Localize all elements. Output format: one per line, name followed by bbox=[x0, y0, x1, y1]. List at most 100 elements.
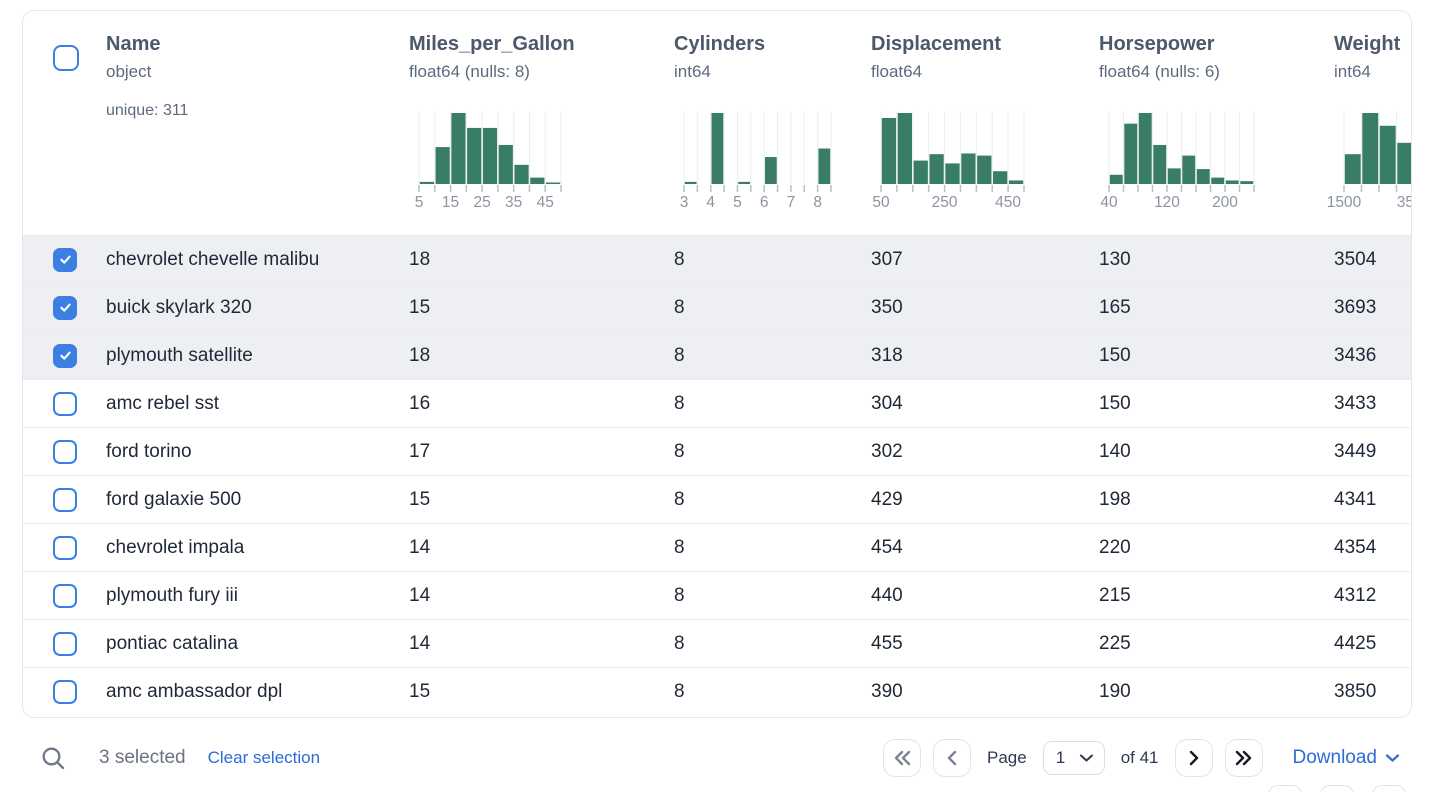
column-title: Horsepower bbox=[1099, 33, 1215, 55]
row-checkbox[interactable] bbox=[53, 535, 77, 560]
cell-weight: 3850 bbox=[1334, 680, 1377, 702]
select-all-cell bbox=[23, 11, 106, 235]
column-header-cylinders: Cylinders int64 3 4 5 6 7 8 bbox=[674, 11, 871, 235]
search-icon[interactable] bbox=[40, 745, 67, 772]
clear-selection-link[interactable]: Clear selection bbox=[207, 748, 321, 767]
cell-name: plymouth satellite bbox=[106, 344, 253, 366]
cell-name: buick skylark 320 bbox=[106, 296, 252, 318]
row-checkbox[interactable] bbox=[53, 295, 77, 320]
footer-left: 3 selected Clear selection bbox=[40, 745, 320, 772]
cell-name: chevrolet impala bbox=[106, 536, 245, 558]
cell-miles_per_gallon: 18 bbox=[409, 344, 431, 366]
cell-cylinders: 8 bbox=[674, 536, 685, 558]
column-header-name: Name object unique: 311 bbox=[106, 11, 409, 235]
cutoff-button[interactable] bbox=[1268, 785, 1302, 792]
row-checkbox[interactable] bbox=[53, 487, 77, 512]
cutoff-button[interactable] bbox=[1372, 785, 1406, 792]
cell-miles_per_gallon: 15 bbox=[409, 488, 431, 510]
download-menu[interactable]: Download bbox=[1293, 747, 1401, 769]
cutoff-button[interactable] bbox=[1320, 785, 1354, 792]
first-page-button[interactable] bbox=[882, 739, 921, 777]
cell-displacement: 454 bbox=[871, 536, 903, 558]
select-all-checkbox[interactable] bbox=[53, 45, 79, 71]
row-checkbox[interactable] bbox=[53, 247, 77, 272]
next-page-button[interactable] bbox=[1174, 739, 1213, 777]
row-checkbox-cell bbox=[23, 391, 106, 416]
cell-displacement: 318 bbox=[871, 344, 903, 366]
row-checkbox[interactable] bbox=[53, 583, 77, 608]
svg-text:4: 4 bbox=[706, 194, 715, 211]
cell-weight: 3433 bbox=[1334, 392, 1377, 414]
row-checkbox-cell bbox=[23, 535, 106, 560]
row-checkbox[interactable] bbox=[53, 391, 77, 416]
cell-horsepower: 190 bbox=[1099, 680, 1131, 702]
svg-text:3500: 3500 bbox=[1397, 194, 1412, 211]
column-unique-count: unique: 311 bbox=[106, 102, 189, 119]
column-title: Weight bbox=[1334, 33, 1401, 55]
column-header-displacement: Displacement float64 50 250 450 bbox=[871, 11, 1099, 235]
cell-name: pontiac catalina bbox=[106, 632, 239, 654]
cell-cylinders: 8 bbox=[674, 392, 685, 414]
pagination: Page 1 of 41 Download bbox=[882, 739, 1401, 777]
column-title: Name bbox=[106, 33, 161, 55]
cell-horsepower: 220 bbox=[1099, 536, 1131, 558]
svg-text:7: 7 bbox=[787, 194, 796, 211]
row-checkbox-cell bbox=[23, 679, 106, 704]
cell-miles_per_gallon: 14 bbox=[409, 536, 431, 558]
svg-text:15: 15 bbox=[442, 194, 459, 211]
prev-page-button[interactable] bbox=[932, 739, 971, 777]
cell-weight: 3449 bbox=[1334, 440, 1377, 462]
cell-cylinders: 8 bbox=[674, 584, 685, 606]
row-checkbox-cell bbox=[23, 343, 106, 368]
cell-cylinders: 8 bbox=[674, 296, 685, 318]
column-header-weight: Weight int64 1500 3500 bbox=[1327, 11, 1412, 235]
page-count-label: of 41 bbox=[1120, 748, 1159, 767]
svg-text:5: 5 bbox=[733, 194, 742, 211]
cell-displacement: 307 bbox=[871, 248, 903, 270]
cell-name: ford torino bbox=[106, 440, 192, 462]
cell-weight: 4425 bbox=[1334, 632, 1377, 654]
table-row: ford galaxie 500 15 8 429 198 4341 bbox=[23, 475, 1411, 523]
column-histogram: 1500 3500 bbox=[1327, 111, 1412, 216]
cell-name: chevrolet chevelle malibu bbox=[106, 248, 320, 270]
cell-weight: 3436 bbox=[1334, 344, 1377, 366]
svg-text:50: 50 bbox=[872, 194, 890, 211]
column-dtype: int64 bbox=[674, 62, 711, 81]
table-row: chevrolet chevelle malibu 18 8 307 130 3504 bbox=[23, 235, 1411, 283]
svg-text:200: 200 bbox=[1212, 194, 1238, 211]
svg-text:35: 35 bbox=[505, 194, 522, 211]
svg-text:1500: 1500 bbox=[1327, 194, 1362, 211]
svg-text:6: 6 bbox=[760, 194, 769, 211]
cell-miles_per_gallon: 18 bbox=[409, 248, 431, 270]
table-row: plymouth fury iii 14 8 440 215 4312 bbox=[23, 571, 1411, 619]
page-number-select[interactable]: 1 bbox=[1042, 741, 1105, 775]
row-checkbox[interactable] bbox=[53, 679, 77, 704]
cell-displacement: 429 bbox=[871, 488, 903, 510]
table-row: amc rebel sst 16 8 304 150 3433 bbox=[23, 379, 1411, 427]
svg-text:120: 120 bbox=[1154, 194, 1180, 211]
svg-text:5: 5 bbox=[415, 194, 424, 211]
row-checkbox[interactable] bbox=[53, 439, 77, 464]
table-row: buick skylark 320 15 8 350 165 3693 bbox=[23, 283, 1411, 331]
cell-name: plymouth fury iii bbox=[106, 584, 238, 606]
column-dtype: float64 (nulls: 6) bbox=[1099, 62, 1220, 81]
cell-horsepower: 198 bbox=[1099, 488, 1131, 510]
cell-miles_per_gallon: 14 bbox=[409, 632, 431, 654]
cell-horsepower: 140 bbox=[1099, 440, 1131, 462]
cell-cylinders: 8 bbox=[674, 440, 685, 462]
cell-miles_per_gallon: 14 bbox=[409, 584, 431, 606]
cell-displacement: 390 bbox=[871, 680, 903, 702]
cell-horsepower: 150 bbox=[1099, 392, 1131, 414]
row-checkbox-cell bbox=[23, 487, 106, 512]
row-checkbox[interactable] bbox=[53, 631, 77, 656]
cell-displacement: 455 bbox=[871, 632, 903, 654]
cell-weight: 3693 bbox=[1334, 296, 1377, 318]
last-page-button[interactable] bbox=[1224, 739, 1263, 777]
svg-text:45: 45 bbox=[537, 194, 554, 211]
page-number-value: 1 bbox=[1055, 748, 1066, 767]
table-row: amc ambassador dpl 15 8 390 190 3850 bbox=[23, 667, 1411, 715]
cell-cylinders: 8 bbox=[674, 344, 685, 366]
cell-miles_per_gallon: 15 bbox=[409, 680, 431, 702]
row-checkbox[interactable] bbox=[53, 343, 77, 368]
